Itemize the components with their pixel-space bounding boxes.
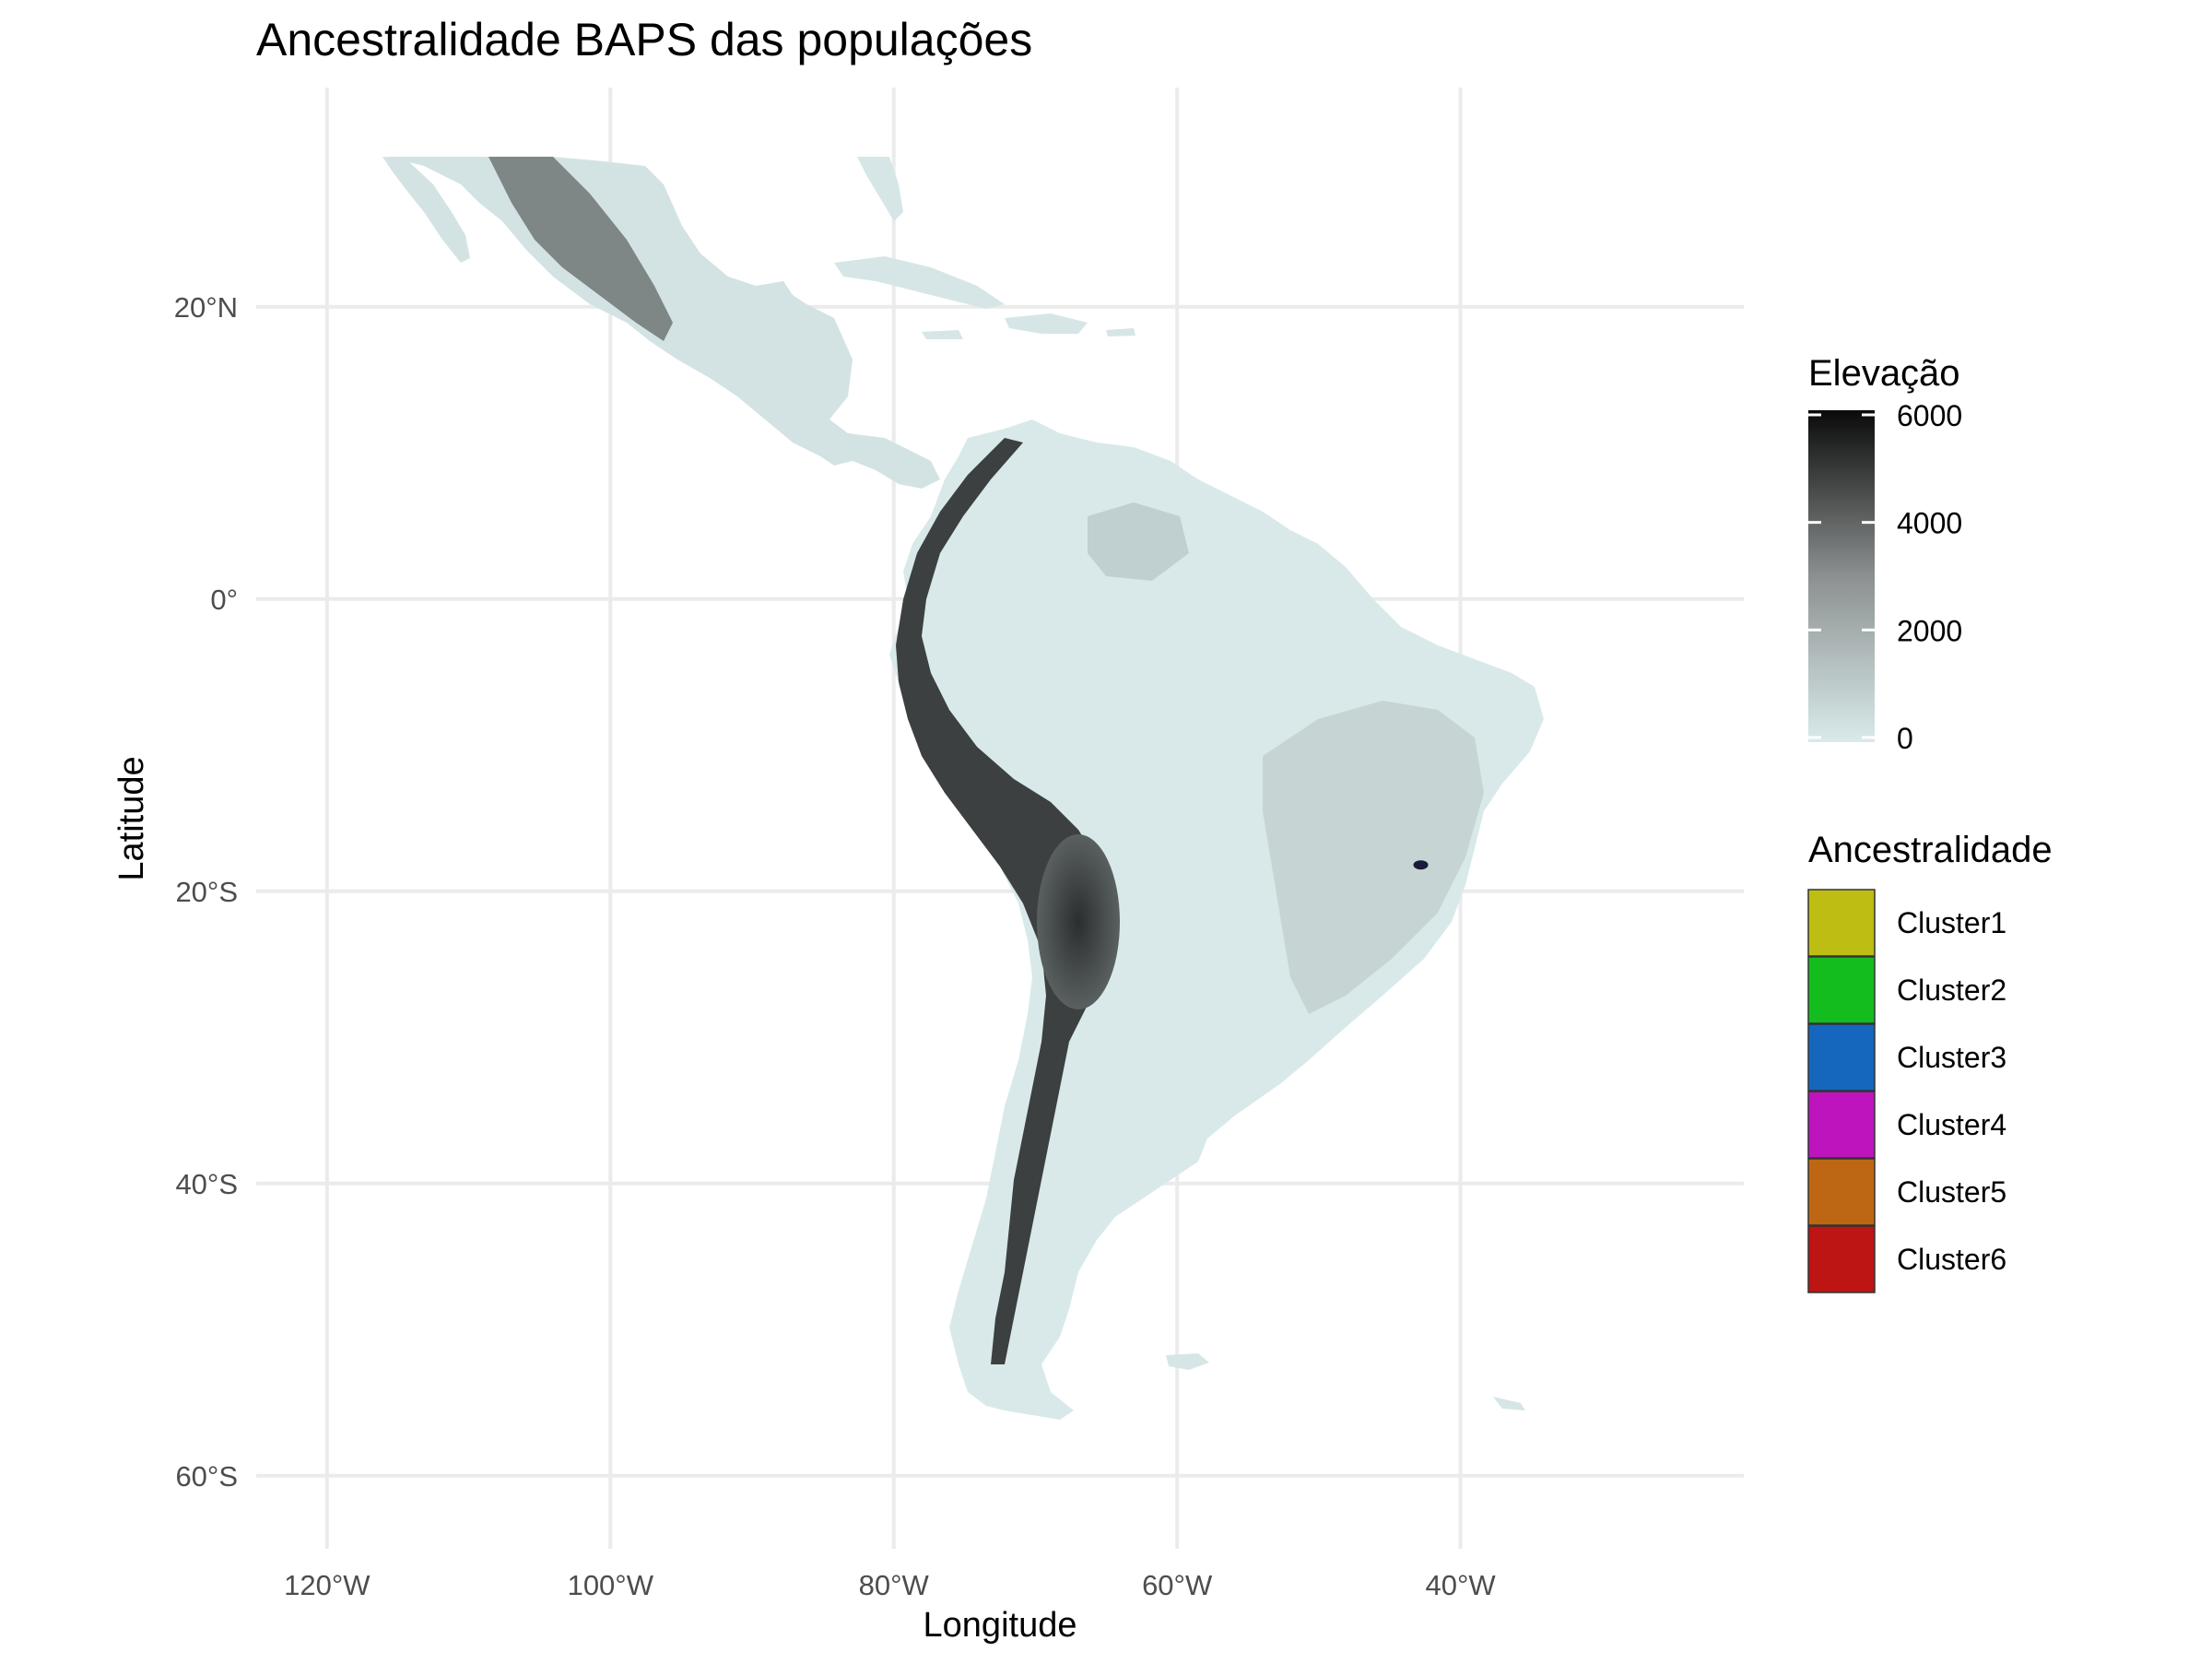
mexican-plateau (488, 157, 673, 341)
altiplano (1037, 834, 1120, 1009)
sample-points (1413, 860, 1429, 870)
florida (857, 157, 903, 221)
cluster-label: Cluster3 (1897, 1041, 2006, 1074)
map-title: Ancestralidade BAPS das populações (256, 14, 1032, 65)
y-tick-label: 20°S (175, 876, 238, 908)
x-tick-label: 100°W (568, 1569, 654, 1601)
ancestry-legend: Ancestralidade Cluster1Cluster2Cluster3C… (1807, 830, 2053, 1293)
cluster-label: Cluster2 (1897, 974, 2006, 1007)
elevation-ticks: 6000 4000 2000 0 (1808, 399, 1962, 755)
caribbean-islands (834, 256, 1005, 309)
cluster-label: Cluster4 (1897, 1108, 2006, 1141)
guiana-highlands (1088, 502, 1189, 581)
ancestry-legend-title: Ancestralidade (1808, 830, 2053, 870)
hispaniola (1005, 313, 1088, 334)
ancestry-legend-items: Cluster1 Cluster2 Cluster3 Cluster4 Cluster5… (1807, 889, 2006, 1293)
x-tick-label: 40°W (1426, 1569, 1497, 1601)
baja-california (382, 157, 470, 263)
x-tick-label: 120°W (284, 1569, 371, 1601)
cluster-label: Cluster1 (1897, 906, 2006, 939)
y-tick-label: 0° (210, 584, 238, 616)
sample-point (1413, 860, 1429, 870)
elevation-tick-label: 6000 (1897, 399, 1962, 432)
y-axis-title: Latitude (112, 756, 151, 880)
y-tick-label: 60°S (175, 1460, 238, 1493)
elevation-tick-label: 0 (1897, 722, 1913, 755)
cluster-swatch (1807, 1158, 1876, 1226)
x-axis-title: Longitude (924, 1606, 1077, 1645)
cluster-swatch (1807, 1023, 1876, 1092)
brazilian-highlands (1263, 701, 1484, 1014)
elevation-tick-label: 4000 (1897, 507, 1962, 540)
x-tick-labels: 120°W 100°W 80°W 60°W 40°W (284, 1569, 1496, 1601)
x-tick-label: 60°W (1142, 1569, 1213, 1601)
cluster-swatch (1807, 1225, 1876, 1293)
cluster-label: Cluster5 (1897, 1175, 2006, 1209)
land-elevation-raster (382, 157, 1544, 1420)
y-tick-labels: 20°N 0° 20°S 40°S 60°S (174, 291, 238, 1493)
cluster-label: Cluster6 (1897, 1243, 2006, 1276)
south-georgia (1493, 1397, 1525, 1410)
jamaica (922, 330, 963, 339)
elevation-colorbar (1808, 410, 1875, 742)
cluster-swatch (1807, 1091, 1876, 1159)
cluster-swatch (1807, 889, 1876, 957)
y-tick-label: 20°N (174, 291, 238, 324)
elevation-legend-title: Elevação (1808, 353, 1960, 394)
elevation-legend: Elevação 6000 4000 2000 0 (1808, 353, 1962, 755)
x-tick-label: 80°W (859, 1569, 930, 1601)
falkland-islands (1166, 1353, 1209, 1370)
y-tick-label: 40°S (175, 1168, 238, 1200)
south-america (889, 419, 1544, 1420)
puerto-rico (1106, 328, 1135, 336)
elevation-tick-label: 2000 (1897, 614, 1962, 647)
cluster-swatch (1807, 956, 1876, 1024)
